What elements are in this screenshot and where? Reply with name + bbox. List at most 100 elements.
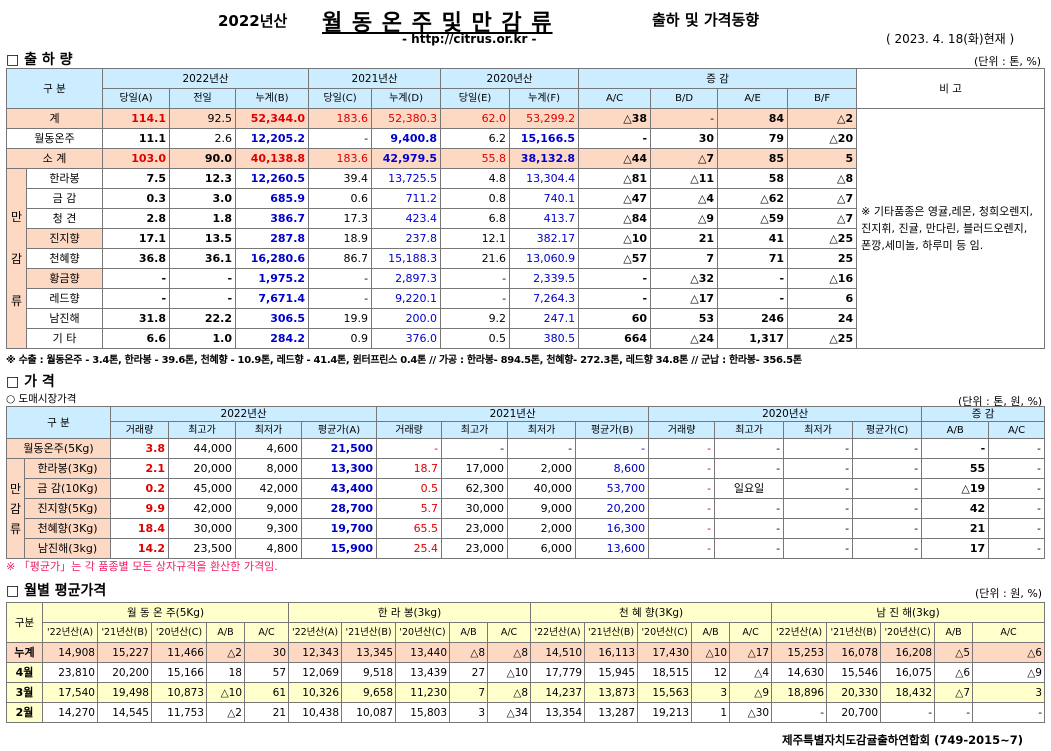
table-cell: 13,600	[575, 538, 650, 559]
table-cell: 11,466	[151, 642, 207, 663]
table-cell: 6.8	[440, 208, 511, 229]
table-cell: △4	[650, 188, 719, 209]
table-cell: 18.9	[308, 228, 373, 249]
group-label-char: 만	[10, 209, 23, 224]
table-cell: 92.5	[169, 108, 237, 129]
row-label: 계	[5, 108, 104, 129]
table-cell: △32	[650, 268, 719, 289]
table-cell: △8	[487, 642, 532, 663]
wholesale-subtitle: ○ 도매시장가격	[6, 393, 77, 405]
table-cell: 6.6	[102, 328, 171, 349]
subheader-cell: A/C	[972, 622, 1045, 643]
table-cell: 4.8	[440, 168, 511, 189]
table-cell: 10,326	[288, 682, 343, 703]
row-label: 남진해	[25, 308, 104, 329]
page-subtitle: 출하 및 가격동향	[652, 11, 760, 29]
subheader-cell: B/D	[650, 88, 719, 109]
group-header: 천 혜 향(3Kg)	[530, 602, 773, 623]
table-row: 금 감 0.3 3.0 685.9 0.6 711.2 0.8 740.1 △47 △4 △62 △7	[7, 188, 1045, 209]
table-cell: 423.4	[371, 208, 442, 229]
table-cell: △7	[787, 208, 858, 229]
table-row: 2월 14,270 14,545 11,753 △2 21 10,438 10,087 15,8…	[6, 702, 1045, 723]
table-cell: 9.9	[110, 498, 170, 519]
subheader-cell: 당일(A)	[102, 88, 171, 109]
note-cell: ※ 기타품종은 영귤,레몬, 청희오렌지, 진지휘, 진귤, 만다린, 블러드오…	[856, 108, 1045, 349]
subheader-cell: 당일(C)	[308, 88, 373, 109]
row-label: 금 감	[25, 188, 104, 209]
subheader-cell: '22년산(A)	[288, 622, 343, 643]
table-cell: 9,000	[235, 498, 303, 519]
table-cell: 18	[206, 662, 245, 683]
table-cell: 7.5	[102, 168, 171, 189]
table-cell: 6.2	[440, 128, 511, 149]
table-cell: 60	[578, 308, 652, 329]
table-cell: △59	[717, 208, 789, 229]
subheader-cell: 최저가	[507, 421, 577, 439]
table-cell: 58	[717, 168, 789, 189]
table-cell: 20,000	[168, 458, 237, 479]
table-cell: 2.6	[169, 128, 237, 149]
table-cell: 18.7	[376, 458, 443, 479]
row-label: 천혜향	[25, 248, 104, 269]
table-cell: 25	[787, 248, 858, 269]
subheader-cell: A/C	[988, 421, 1045, 439]
table-cell: 13,873	[584, 682, 639, 703]
row-label: 4월	[6, 662, 43, 683]
table-cell: △62	[717, 188, 789, 209]
table-cell: 9,000	[507, 498, 577, 519]
row-label: 황금향	[25, 268, 104, 289]
table-cell: 84	[717, 108, 789, 129]
table-cell: -	[714, 518, 785, 539]
table-cell: 18,515	[637, 662, 693, 683]
table-cell: 25.4	[376, 538, 443, 559]
table-cell: 2.1	[110, 458, 170, 479]
table-cell: 12,260.5	[235, 168, 310, 189]
table-cell: 62,300	[441, 478, 509, 499]
subheader-cell: 최저가	[783, 421, 854, 439]
table-cell: 664	[578, 328, 652, 349]
subheader-cell: 평균가(C)	[852, 421, 923, 439]
table-cell: 61	[243, 682, 290, 703]
section-monthly-unit: (단위 : 원, %)	[975, 587, 1043, 600]
table-cell: -	[648, 538, 716, 559]
subheader-cell: 최고가	[714, 421, 785, 439]
table-cell: 14,545	[97, 702, 152, 723]
table-cell: 15,900	[301, 538, 378, 559]
table-cell: 42	[921, 498, 990, 519]
table-cell: 0.5	[376, 478, 443, 499]
table-row: 만 감 류 한라봉 7.5 12.3 12,260.5 39.4 13,725.5 4.8 13,3…	[6, 168, 1045, 349]
table-cell: 9,220.1	[371, 288, 442, 309]
table-cell: 1	[691, 702, 731, 723]
table-cell: 55.8	[440, 148, 511, 169]
col-change: 증 감	[921, 406, 1045, 422]
col-2020: 2020년산	[440, 68, 580, 89]
table-cell: △57	[578, 248, 652, 269]
row-label: 천혜향(3Kg)	[23, 518, 112, 539]
table-cell: -	[988, 458, 1045, 479]
table-cell: -	[440, 288, 511, 309]
table-cell: △81	[578, 168, 652, 189]
table-cell: 71	[717, 248, 789, 269]
table-cell: 183.6	[308, 108, 373, 129]
table-cell: -	[988, 478, 1045, 499]
table-cell: △6	[934, 662, 974, 683]
table-cell: △16	[787, 268, 858, 289]
table-cell: -	[988, 518, 1045, 539]
table-cell: 0.6	[308, 188, 373, 209]
subheader-cell: A/B	[449, 622, 489, 643]
table-row: 4월 23,810 20,200 15,166 18 57 12,069 9,518 13,43…	[6, 662, 1045, 683]
table-cell: 21,500	[301, 438, 378, 459]
table-cell: 0.9	[308, 328, 373, 349]
table-cell: 20,700	[826, 702, 882, 723]
table-cell: 24	[787, 308, 858, 329]
table-cell: △20	[787, 128, 858, 149]
row-label: 소 계	[5, 148, 104, 169]
table-cell: 284.2	[235, 328, 310, 349]
table-cell: △9	[972, 662, 1045, 683]
table-cell: 13,287	[584, 702, 639, 723]
subheader-cell: 전일	[169, 88, 237, 109]
table-cell: 2,000	[507, 458, 577, 479]
table-cell: 14.2	[110, 538, 170, 559]
table-cell: -	[783, 458, 854, 479]
table-cell: △34	[487, 702, 532, 723]
